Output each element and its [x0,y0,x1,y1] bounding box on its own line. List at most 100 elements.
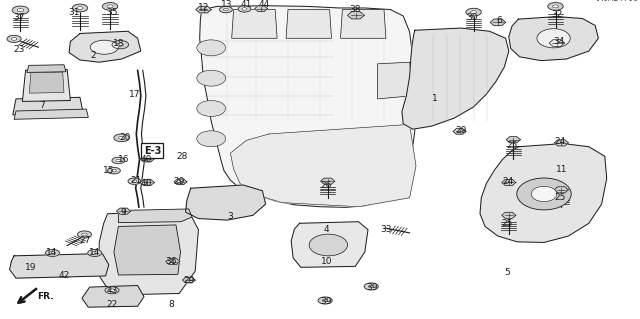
Circle shape [116,159,121,162]
Text: 34: 34 [553,37,564,46]
Polygon shape [99,211,198,295]
Text: 40: 40 [140,155,152,164]
Text: 18: 18 [113,39,124,48]
Polygon shape [509,17,598,61]
Circle shape [364,283,378,290]
Text: 27: 27 [79,236,91,245]
Text: 2: 2 [90,51,95,60]
Circle shape [7,35,21,42]
Text: 29: 29 [183,276,195,285]
Circle shape [242,8,247,10]
Ellipse shape [197,70,226,86]
Ellipse shape [197,40,226,56]
Polygon shape [232,10,277,38]
Polygon shape [22,70,70,101]
Circle shape [223,8,228,11]
Circle shape [88,249,102,256]
Circle shape [107,5,113,8]
Text: 28: 28 [177,152,188,161]
Text: 11: 11 [556,165,568,174]
Ellipse shape [517,178,572,210]
Polygon shape [480,144,607,242]
Circle shape [17,9,24,12]
Circle shape [82,233,87,236]
Text: 3: 3 [228,212,233,221]
Polygon shape [166,258,180,265]
Polygon shape [502,179,516,186]
Polygon shape [554,140,568,146]
Polygon shape [291,222,368,267]
Text: 15: 15 [103,166,115,175]
Text: E-3: E-3 [143,146,161,156]
Circle shape [238,6,251,12]
Text: 25: 25 [506,141,518,150]
Text: 25: 25 [554,193,566,202]
Polygon shape [502,212,516,219]
Circle shape [102,3,118,10]
Text: 5: 5 [505,268,510,277]
Circle shape [72,4,88,12]
Text: 10: 10 [321,257,332,266]
Text: 14: 14 [89,248,100,256]
Text: 24: 24 [502,177,513,186]
Text: 35: 35 [106,8,118,17]
Circle shape [111,169,116,172]
Circle shape [45,249,60,256]
Polygon shape [453,129,466,134]
Polygon shape [200,6,416,207]
Circle shape [77,6,83,10]
Circle shape [90,40,118,54]
Text: 22: 22 [106,300,118,309]
Polygon shape [14,109,88,119]
Polygon shape [348,12,364,19]
Circle shape [128,178,141,184]
Circle shape [77,231,92,238]
Polygon shape [140,179,154,186]
Polygon shape [549,40,564,46]
Polygon shape [490,19,506,26]
Text: 19: 19 [25,263,36,272]
Text: 29: 29 [173,177,185,186]
Polygon shape [506,137,520,143]
Text: TA0AB4700: TA0AB4700 [595,0,639,3]
Polygon shape [69,31,141,62]
Polygon shape [340,10,386,38]
Circle shape [548,3,563,10]
Circle shape [12,6,29,14]
Text: 20: 20 [119,133,131,142]
Polygon shape [118,209,192,223]
Polygon shape [402,28,509,129]
Circle shape [114,134,129,142]
Text: 39: 39 [321,297,332,306]
Text: 31: 31 [68,8,79,17]
Text: 36: 36 [166,257,177,266]
Polygon shape [29,72,64,93]
Text: 4: 4 [324,225,329,234]
Text: 6: 6 [497,16,502,25]
Ellipse shape [197,100,226,116]
Polygon shape [140,156,154,162]
Circle shape [552,5,559,8]
Text: 29: 29 [455,126,467,135]
Ellipse shape [197,131,226,147]
Polygon shape [321,178,335,184]
Text: 42: 42 [58,271,70,280]
Circle shape [50,252,55,254]
Text: 40: 40 [140,179,152,188]
Text: 9: 9 [121,208,126,217]
Circle shape [112,41,129,49]
Polygon shape [13,97,83,115]
Circle shape [470,11,477,14]
Text: 16: 16 [118,155,129,164]
Text: 44: 44 [259,0,270,9]
Polygon shape [230,124,416,207]
Text: 32: 32 [551,10,563,19]
Circle shape [112,157,125,164]
Text: 12: 12 [198,4,209,12]
Circle shape [105,287,119,294]
Polygon shape [114,225,180,275]
Text: 38: 38 [349,5,361,14]
Text: 17: 17 [129,90,140,99]
Ellipse shape [537,29,570,48]
Polygon shape [27,65,66,72]
